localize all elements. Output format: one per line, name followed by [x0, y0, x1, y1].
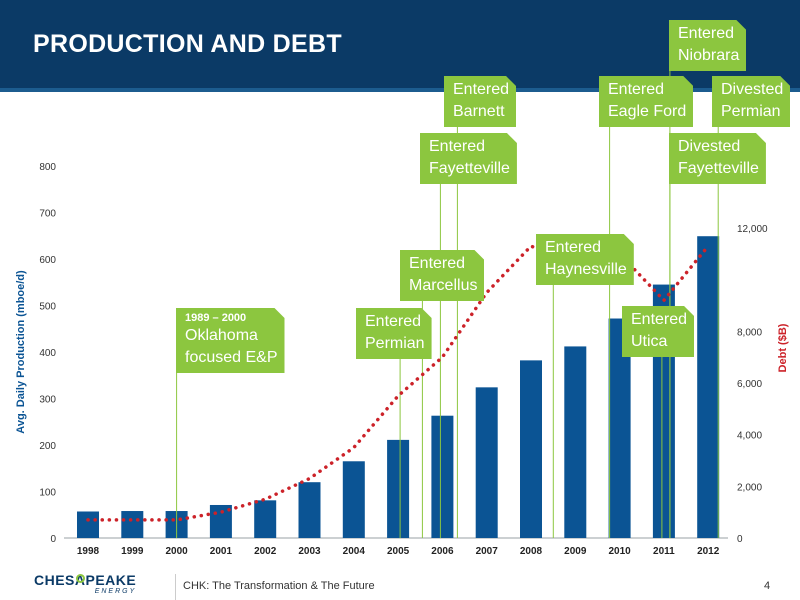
callout-line: Divested	[721, 81, 784, 98]
callout-line: Oklahoma	[185, 327, 258, 344]
callout-line: Utica	[631, 333, 668, 350]
y-tick-label: 600	[39, 255, 56, 266]
x-tick-label: 2006	[431, 546, 454, 557]
x-tick-label: 2009	[564, 546, 587, 557]
callout-oklahoma: 1989 – 2000 Oklahoma focused E&P	[176, 308, 285, 373]
header-stripe	[0, 88, 800, 92]
x-tick-label: 1999	[121, 546, 144, 557]
callout-line: Permian	[365, 335, 425, 352]
bar	[387, 439, 410, 538]
bar	[697, 236, 720, 538]
callout-line: Entered	[365, 313, 422, 330]
callout-niobrara: Entered Niobrara	[669, 20, 746, 71]
footer-divider	[175, 574, 176, 600]
callout-utica: Entered Utica	[622, 306, 694, 357]
logo-ring-icon	[76, 574, 85, 583]
bar	[520, 360, 542, 538]
callout-fayetteville: Entered Fayetteville	[420, 133, 517, 184]
callout-div_fayetteville: Divested Fayetteville	[669, 133, 766, 184]
callout-line: Entered	[429, 138, 486, 155]
y2-tick-label: 2,000	[737, 482, 762, 493]
x-tick-label: 2004	[343, 546, 366, 557]
x-tick-label: 2003	[298, 546, 321, 557]
y-tick-label: 400	[39, 348, 56, 359]
y-tick-label: 300	[39, 395, 56, 406]
bar	[431, 415, 454, 538]
logo-subtitle: ENERGY	[94, 588, 137, 595]
y2-tick-label: 6,000	[737, 379, 762, 390]
callout-line: Marcellus	[409, 277, 478, 294]
callout-haynesville: Entered Haynesville	[536, 234, 634, 285]
callout-line: focused E&P	[185, 349, 278, 366]
callout-line: Fayetteville	[429, 160, 510, 177]
header-band	[0, 0, 800, 88]
y-tick-label: 0	[50, 534, 56, 545]
bar	[342, 461, 365, 538]
y-tick-label: 500	[39, 302, 56, 313]
callout-line: Fayetteville	[678, 160, 759, 177]
bar	[564, 346, 587, 538]
callout-line: Entered	[631, 311, 688, 328]
callout-line: Barnett	[453, 103, 505, 120]
callout-marcellus: Entered Marcellus	[400, 250, 484, 301]
y2-tick-label: 4,000	[737, 431, 762, 442]
y-tick-label: 800	[39, 162, 56, 173]
footer-text: CHK: The Transformation & The Future	[183, 580, 375, 592]
x-tick-label: 2007	[476, 546, 499, 557]
bar	[298, 482, 321, 538]
bar	[77, 511, 99, 538]
x-tick-label: 1998	[77, 546, 100, 557]
callout-line: Entered	[545, 239, 602, 256]
callout-line: Eagle Ford	[608, 103, 687, 120]
callout-line: Divested	[678, 138, 741, 155]
y-axis-label: Avg. Daily Production (mboe/d)	[15, 270, 27, 434]
callout-line: Haynesville	[545, 261, 627, 278]
y-tick-label: 100	[39, 488, 56, 499]
x-tick-label: 2011	[653, 546, 675, 557]
page-number: 4	[764, 580, 771, 592]
bar	[475, 387, 498, 538]
callout-eagleford: Entered Eagle Ford	[599, 76, 693, 127]
bar	[121, 511, 144, 538]
y2-tick-label: 12,000	[737, 224, 768, 235]
logo-wordmark: CHESAPEAKE	[34, 572, 137, 588]
y2-axis-label: Debt ($B)	[777, 323, 789, 372]
callout-permian: Entered Permian	[356, 308, 432, 359]
y-tick-label: 200	[39, 441, 56, 452]
callout-line: Entered	[453, 81, 510, 98]
x-tick-label: 2000	[165, 546, 188, 557]
bar	[254, 500, 277, 538]
callout-line: Entered	[608, 81, 665, 98]
x-tick-label: 2008	[520, 546, 543, 557]
callout-header: 1989 – 2000	[185, 312, 247, 324]
x-tick-label: 2005	[387, 546, 410, 557]
callout-line: Entered	[409, 255, 466, 272]
y2-tick-label: 8,000	[737, 327, 762, 338]
y2-tick-label: 0	[737, 534, 743, 545]
x-tick-label: 2012	[697, 546, 720, 557]
callout-div_permian: Divested Permian	[712, 76, 790, 127]
x-tick-label: 2010	[608, 546, 631, 557]
callout-barnett: Entered Barnett	[444, 76, 516, 127]
company-logo: CHESAPEAKE ENERGY	[34, 572, 136, 595]
page-title: PRODUCTION AND DEBT	[33, 30, 342, 58]
x-tick-label: 2002	[254, 546, 277, 557]
bar	[608, 318, 631, 538]
callout-line: Niobrara	[678, 47, 740, 64]
x-tick-label: 2001	[210, 546, 233, 557]
y-tick-label: 700	[39, 209, 56, 220]
callout-line: Permian	[721, 103, 781, 120]
callout-line: Entered	[678, 25, 735, 42]
